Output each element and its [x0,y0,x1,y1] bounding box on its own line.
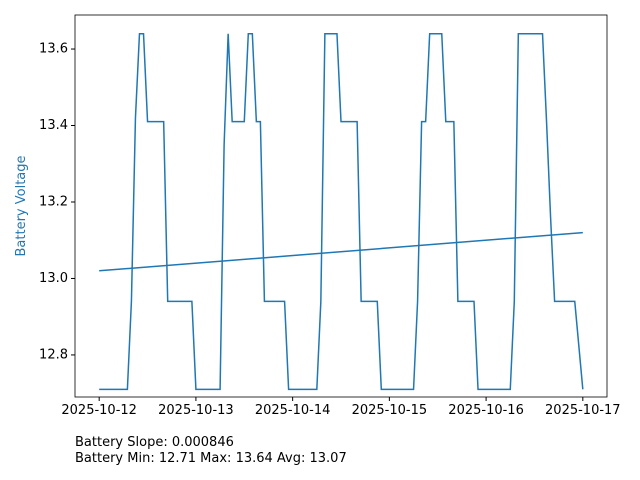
axes-frame [74,14,608,398]
y-axis-label: Battery Voltage [14,155,29,256]
x-tick-label: 2025-10-16 [448,403,524,418]
x-tick-label: 2025-10-17 [545,403,621,418]
x-tick-label: 2025-10-15 [352,403,428,418]
x-tick-label: 2025-10-14 [255,403,331,418]
y-tick-label: 12.8 [39,347,68,362]
y-tick-label: 13.0 [39,271,68,286]
line [99,231,583,272]
x-tick-label: 2025-10-13 [158,403,234,418]
y-tick-label: 13.4 [39,118,68,133]
annotation: Battery Slope: 0.000846 [75,435,234,450]
line [99,32,584,391]
y-tick-label: 13.6 [39,42,68,57]
x-tick-label: 2025-10-12 [61,403,137,418]
annotation: Battery Min: 12.71 Max: 13.64 Avg: 13.07 [75,451,347,466]
y-tick-label: 13.2 [39,194,68,209]
